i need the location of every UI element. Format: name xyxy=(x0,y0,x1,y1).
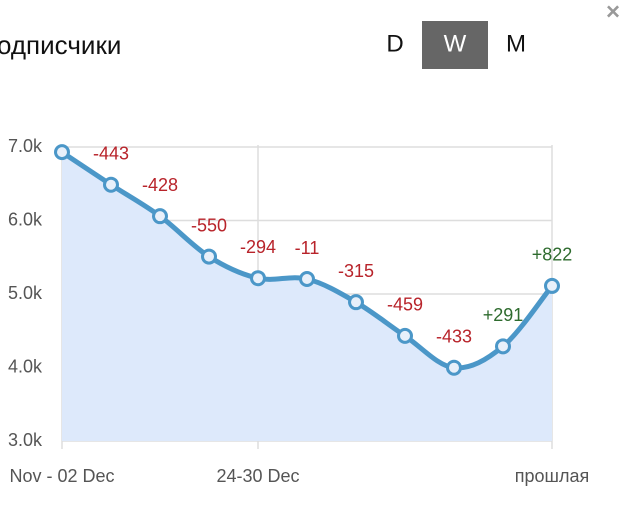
point[interactable] xyxy=(544,277,560,294)
period-button[interactable]: D xyxy=(386,30,403,57)
y-tick-label: 6.0k xyxy=(8,209,43,229)
x-tick-label: прошлая xyxy=(515,466,589,486)
change-label: -315 xyxy=(338,261,374,281)
change-label: -459 xyxy=(387,295,423,315)
point[interactable] xyxy=(446,359,462,376)
close-button[interactable]: × xyxy=(606,0,620,25)
active-button-bg xyxy=(422,21,488,69)
point[interactable] xyxy=(103,176,119,193)
point[interactable] xyxy=(250,270,266,287)
change-label: +822 xyxy=(532,245,573,265)
change-label: -443 xyxy=(93,143,129,163)
period-button[interactable]: W xyxy=(444,30,467,57)
point[interactable] xyxy=(348,294,364,311)
point[interactable] xyxy=(495,338,511,355)
change-label: -433 xyxy=(436,326,472,346)
chart-title: одписчики xyxy=(0,30,121,60)
x-tick-label: Nov - 02 Dec xyxy=(9,466,114,486)
change-label: -550 xyxy=(191,215,227,235)
change-label: +291 xyxy=(483,305,524,325)
area xyxy=(62,152,552,441)
y-tick-label: 7.0k xyxy=(8,136,43,156)
x-tick-label: 24-30 Dec xyxy=(216,466,299,486)
change-label: -428 xyxy=(142,175,178,195)
point[interactable] xyxy=(397,327,413,344)
change-label: -294 xyxy=(240,237,276,257)
point[interactable] xyxy=(54,144,70,161)
point[interactable] xyxy=(152,208,168,225)
point[interactable] xyxy=(299,271,315,288)
y-tick-label: 5.0k xyxy=(8,283,43,303)
y-tick-label: 3.0k xyxy=(8,430,43,450)
y-tick-label: 4.0k xyxy=(8,356,43,376)
change-label: -11 xyxy=(295,238,320,258)
point[interactable] xyxy=(201,248,217,265)
period-button[interactable]: M xyxy=(506,30,526,57)
